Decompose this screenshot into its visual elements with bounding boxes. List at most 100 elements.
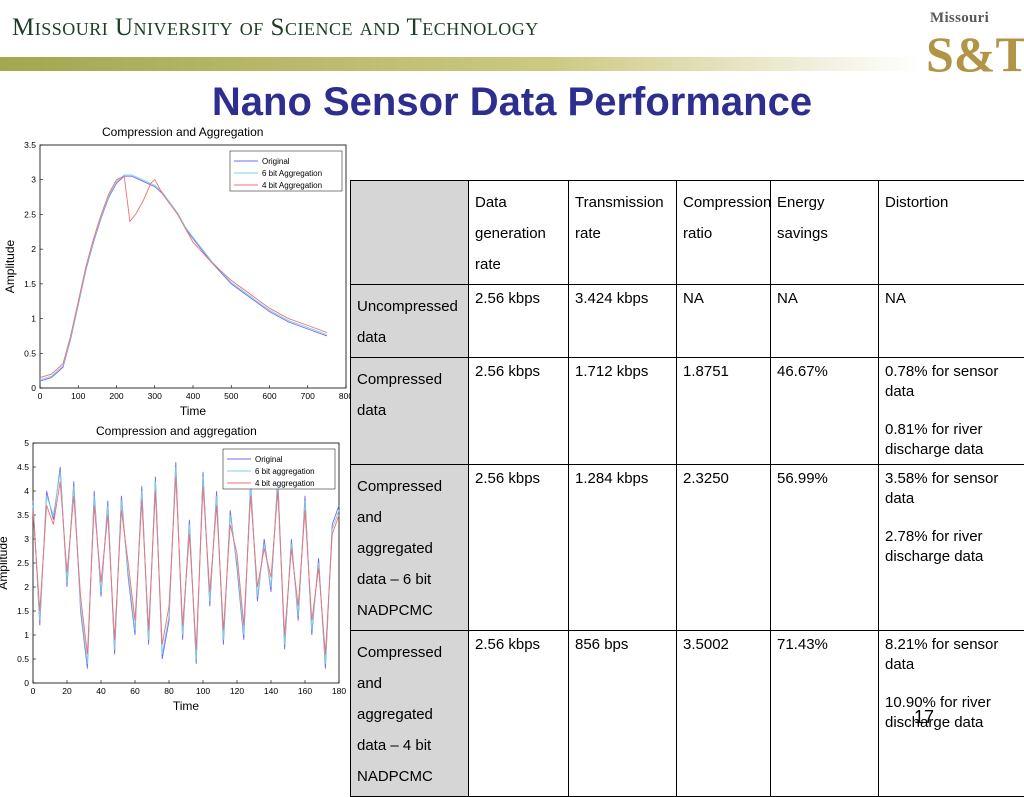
legend-entry: 4 bit aggregation	[255, 479, 315, 488]
y-tick-label: 0	[31, 383, 36, 393]
y-tick-label: 2	[24, 582, 29, 592]
distortion-text: 2.78% for river discharge data	[885, 527, 1018, 567]
cell-data-rate: 2.56 kbps	[469, 465, 569, 631]
x-tick-label: 700	[301, 391, 315, 401]
y-tick-label: 4	[24, 486, 29, 496]
y-tick-label: 0.5	[17, 654, 29, 664]
distortion-text: 0.81% for river discharge data	[885, 420, 1018, 460]
y-tick-label: 2.5	[17, 558, 29, 568]
legend-entry: 6 bit Aggregation	[262, 169, 322, 178]
col-header-transmission-rate: Transmission rate	[569, 181, 677, 285]
distortion-text: 10.90% for river discharge data	[885, 693, 1018, 733]
x-tick-label: 100	[71, 391, 85, 401]
y-tick-label: 0	[24, 678, 29, 688]
cell-energy-savings: 56.99%	[771, 465, 879, 631]
cell-compression-ratio: 1.8751	[677, 358, 771, 465]
distortion-text: 0.78% for sensor data	[885, 362, 1018, 402]
cell-energy-savings: 46.67%	[771, 358, 879, 465]
y-tick-label: 2	[31, 244, 36, 254]
cell-data-rate: 2.56 kbps	[469, 631, 569, 797]
cell-distortion: 0.78% for sensor data 0.81% for river di…	[879, 358, 1024, 465]
legend-entry: Original	[262, 157, 290, 166]
table-row: Uncompressed data 2.56 kbps 3.424 kbps N…	[351, 285, 1024, 358]
table-corner-cell	[351, 181, 469, 285]
x-tick-label: 120	[230, 686, 244, 696]
cell-transmission-rate: 856 bps	[569, 631, 677, 797]
y-tick-label: 1	[31, 314, 36, 324]
x-tick-label: 80	[164, 686, 174, 696]
cell-transmission-rate: 3.424 kbps	[569, 285, 677, 358]
distortion-text: 3.58% for sensor data	[885, 469, 1018, 509]
logo-text-main: S&T	[926, 26, 1024, 82]
x-tick-label: 160	[298, 686, 312, 696]
page-number: 17	[914, 707, 934, 728]
x-tick-label: 400	[186, 391, 200, 401]
university-logo: Missouri S&T	[924, 8, 1020, 86]
x-tick-label: 500	[224, 391, 238, 401]
y-tick-label: 3	[31, 175, 36, 185]
x-tick-label: 20	[62, 686, 72, 696]
y-tick-label: 1	[24, 630, 29, 640]
cell-distortion: NA	[879, 285, 1024, 358]
row-label: Compressed and aggregated data – 6 bit N…	[351, 465, 469, 631]
cell-energy-savings: 71.43%	[771, 631, 879, 797]
cell-data-rate: 2.56 kbps	[469, 285, 569, 358]
legend-entry: 6 bit aggregation	[255, 467, 315, 476]
header-divider	[0, 57, 920, 71]
chart2-compression-aggregation: 0 20 40 60 80 100 120 140 160 180 0 0.5 1 1.5 2 2.5 3 3.5…	[0, 437, 350, 717]
chart1-title: Compression and Aggregation	[102, 125, 263, 139]
y-tick-label: 3	[24, 534, 29, 544]
performance-table: Data generation rate Transmission rate C…	[350, 180, 1024, 797]
col-header-distortion: Distortion	[879, 181, 1024, 285]
x-tick-label: 100	[196, 686, 210, 696]
y-tick-label: 1.5	[24, 279, 36, 289]
x-tick-label: 180	[332, 686, 346, 696]
cell-distortion: 8.21% for sensor data 10.90% for river d…	[879, 631, 1024, 797]
y-tick-label: 5	[24, 438, 29, 448]
logo-text-top: Missouri	[930, 10, 989, 27]
y-tick-label: 3.5	[17, 510, 29, 520]
cell-compression-ratio: 3.5002	[677, 631, 771, 797]
university-name: Missouri University of Science and Techn…	[12, 14, 539, 42]
cell-distortion: 3.58% for sensor data 2.78% for river di…	[879, 465, 1024, 631]
y-tick-label: 3.5	[24, 140, 36, 150]
x-axis-label: Time	[173, 699, 200, 713]
col-header-compression-ratio: Compression ratio	[677, 181, 771, 285]
slide-header: Missouri University of Science and Techn…	[0, 0, 1024, 88]
table-row: Compressed data 2.56 kbps 1.712 kbps 1.8…	[351, 358, 1024, 465]
row-label: Uncompressed data	[351, 285, 469, 358]
x-tick-label: 0	[38, 391, 43, 401]
x-tick-label: 600	[262, 391, 276, 401]
cell-energy-savings: NA	[771, 285, 879, 358]
table-row: Compressed and aggregated data – 6 bit N…	[351, 465, 1024, 631]
legend-entry: Original	[255, 455, 283, 464]
col-header-energy-savings: Energy savings	[771, 181, 879, 285]
x-tick-label: 140	[264, 686, 278, 696]
distortion-text: 8.21% for sensor data	[885, 635, 1018, 675]
cell-transmission-rate: 1.284 kbps	[569, 465, 677, 631]
table-header-row: Data generation rate Transmission rate C…	[351, 181, 1024, 285]
x-tick-label: 200	[109, 391, 123, 401]
y-axis-label: Amplitude	[0, 536, 10, 590]
row-label: Compressed data	[351, 358, 469, 465]
cell-data-rate: 2.56 kbps	[469, 358, 569, 465]
cell-compression-ratio: 2.3250	[677, 465, 771, 631]
chart2-title: Compression and aggregation	[96, 424, 257, 438]
distortion-text: NA	[885, 289, 1018, 309]
y-tick-label: 4.5	[17, 462, 29, 472]
cell-compression-ratio: NA	[677, 285, 771, 358]
y-tick-label: 0.5	[24, 348, 36, 358]
y-axis-label: Amplitude	[3, 240, 17, 294]
row-label: Compressed and aggregated data – 4 bit N…	[351, 631, 469, 797]
x-tick-label: 0	[31, 686, 36, 696]
col-header-data-generation-rate: Data generation rate	[469, 181, 569, 285]
slide-title: Nano Sensor Data Performance	[0, 80, 1024, 125]
x-tick-label: 300	[148, 391, 162, 401]
y-tick-label: 1.5	[17, 606, 29, 616]
x-tick-label: 40	[96, 686, 106, 696]
x-tick-label: 60	[130, 686, 140, 696]
x-axis-label: Time	[180, 404, 207, 418]
legend-entry: 4 bit Aggregation	[262, 181, 322, 190]
y-tick-label: 2.5	[24, 209, 36, 219]
